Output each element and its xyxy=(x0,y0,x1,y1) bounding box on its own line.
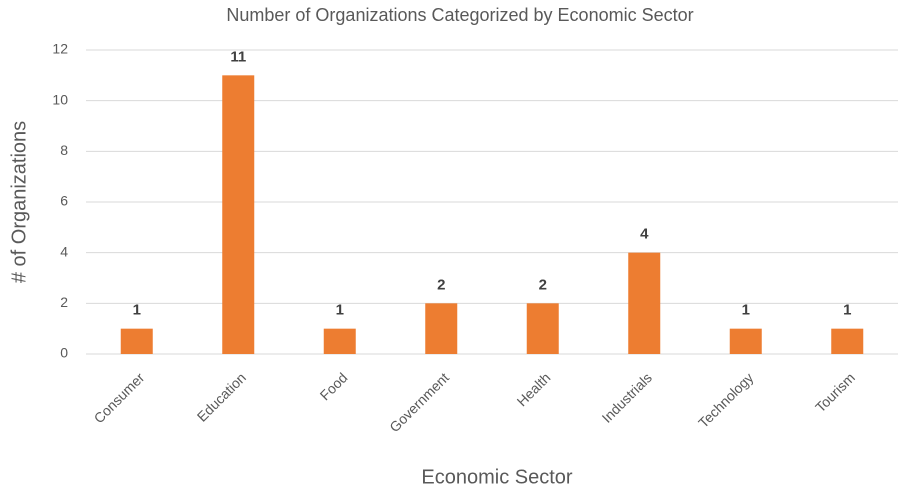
y-tick-label: 2 xyxy=(60,294,68,310)
bar xyxy=(222,75,255,354)
bar xyxy=(628,252,661,354)
data-label: 2 xyxy=(539,276,547,293)
y-tick-label: 10 xyxy=(52,91,68,107)
x-axis-label: Economic Sector xyxy=(421,466,573,488)
x-tick-label: Health xyxy=(514,369,554,409)
bar xyxy=(120,328,153,354)
data-label: 2 xyxy=(437,276,445,293)
data-label: 1 xyxy=(336,302,344,319)
bar xyxy=(729,328,762,354)
data-label: 1 xyxy=(133,302,141,319)
bar xyxy=(425,303,458,354)
x-tick-label: Technology xyxy=(695,369,756,430)
bar xyxy=(323,328,356,354)
x-tick-label: Consumer xyxy=(91,369,148,426)
y-tick-label: 8 xyxy=(60,142,68,158)
y-tick-label: 6 xyxy=(60,193,68,209)
y-tick-label: 4 xyxy=(60,243,68,259)
bar xyxy=(831,328,864,354)
data-label: 1 xyxy=(843,302,851,319)
x-tick-label: Industrials xyxy=(599,369,655,425)
x-tick-label: Education xyxy=(194,369,249,424)
y-tick-label: 0 xyxy=(60,345,68,361)
y-tick-label: 12 xyxy=(52,41,68,57)
x-tick-label: Food xyxy=(317,369,351,403)
x-tick-label: Tourism xyxy=(812,369,858,415)
x-tick-label: Government xyxy=(386,369,452,435)
data-label: 1 xyxy=(742,302,750,319)
data-label: 4 xyxy=(640,226,649,243)
y-axis-label: # of Organizations xyxy=(8,121,30,283)
bar xyxy=(526,303,559,354)
data-label: 11 xyxy=(230,48,246,65)
chart-title: Number of Organizations Categorized by E… xyxy=(226,5,693,25)
